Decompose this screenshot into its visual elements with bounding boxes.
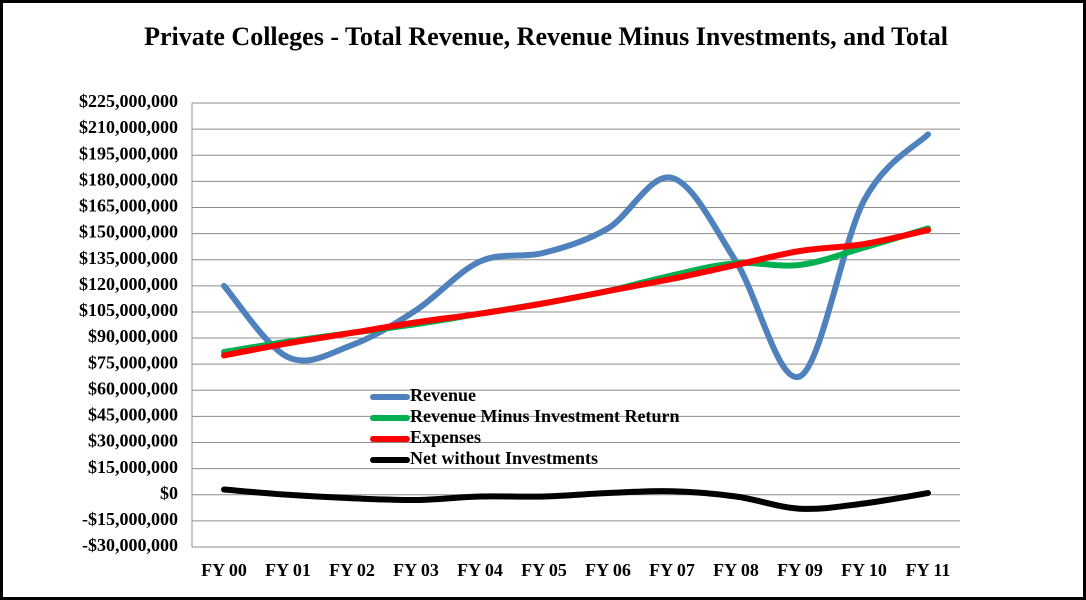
y-tick-label: $225,000,000: [79, 91, 178, 111]
x-tick-label: FY 05: [521, 560, 567, 580]
y-tick-label: $150,000,000: [79, 222, 178, 242]
y-tick-label: $90,000,000: [88, 326, 178, 346]
y-tick-label: $0: [160, 483, 178, 503]
x-tick-label: FY 04: [457, 560, 503, 580]
x-tick-label: FY 03: [393, 560, 439, 580]
x-tick-label: FY 09: [777, 560, 823, 580]
y-tick-label: $105,000,000: [79, 300, 178, 320]
x-tick-label: FY 06: [585, 560, 631, 580]
y-tick-label: $120,000,000: [79, 274, 178, 294]
legend-label: Revenue: [410, 385, 476, 405]
series-line: [221, 131, 931, 380]
legend-label: Expenses: [410, 427, 481, 447]
y-tick-label: $210,000,000: [79, 117, 178, 137]
y-tick-label: $30,000,000: [88, 431, 178, 451]
chart: -$30,000,000 -$15,000,000 $0 $15,000,000 $30…: [79, 91, 960, 580]
chart-title: Private Colleges - Total Revenue, Revenu…: [144, 22, 948, 51]
x-tick-label: FY 01: [265, 560, 311, 580]
y-tick-label: $45,000,000: [88, 405, 178, 425]
x-tick-label: FY 10: [841, 560, 887, 580]
y-tick-label: $135,000,000: [79, 248, 178, 268]
x-tick-label: FY 11: [906, 560, 951, 580]
y-tick-label: $195,000,000: [79, 143, 178, 163]
x-tick-label: FY 07: [649, 560, 695, 580]
legend-label: Net without Investments: [410, 448, 598, 468]
series-line: [221, 486, 931, 512]
series-line: [221, 227, 931, 359]
y-tick-label: $75,000,000: [88, 352, 178, 372]
y-tick-label: $15,000,000: [88, 457, 178, 477]
y-tick-label: $180,000,000: [79, 169, 178, 189]
y-tick-label: -$15,000,000: [82, 509, 178, 529]
y-tick-label: -$30,000,000: [82, 535, 178, 555]
legend-label: Revenue Minus Investment Return: [410, 406, 680, 426]
x-tick-label: FY 00: [201, 560, 247, 580]
y-tick-label: $165,000,000: [79, 196, 178, 216]
x-tick-label: FY 08: [713, 560, 759, 580]
x-tick-label: FY 02: [329, 560, 375, 580]
y-tick-label: $60,000,000: [88, 378, 178, 398]
